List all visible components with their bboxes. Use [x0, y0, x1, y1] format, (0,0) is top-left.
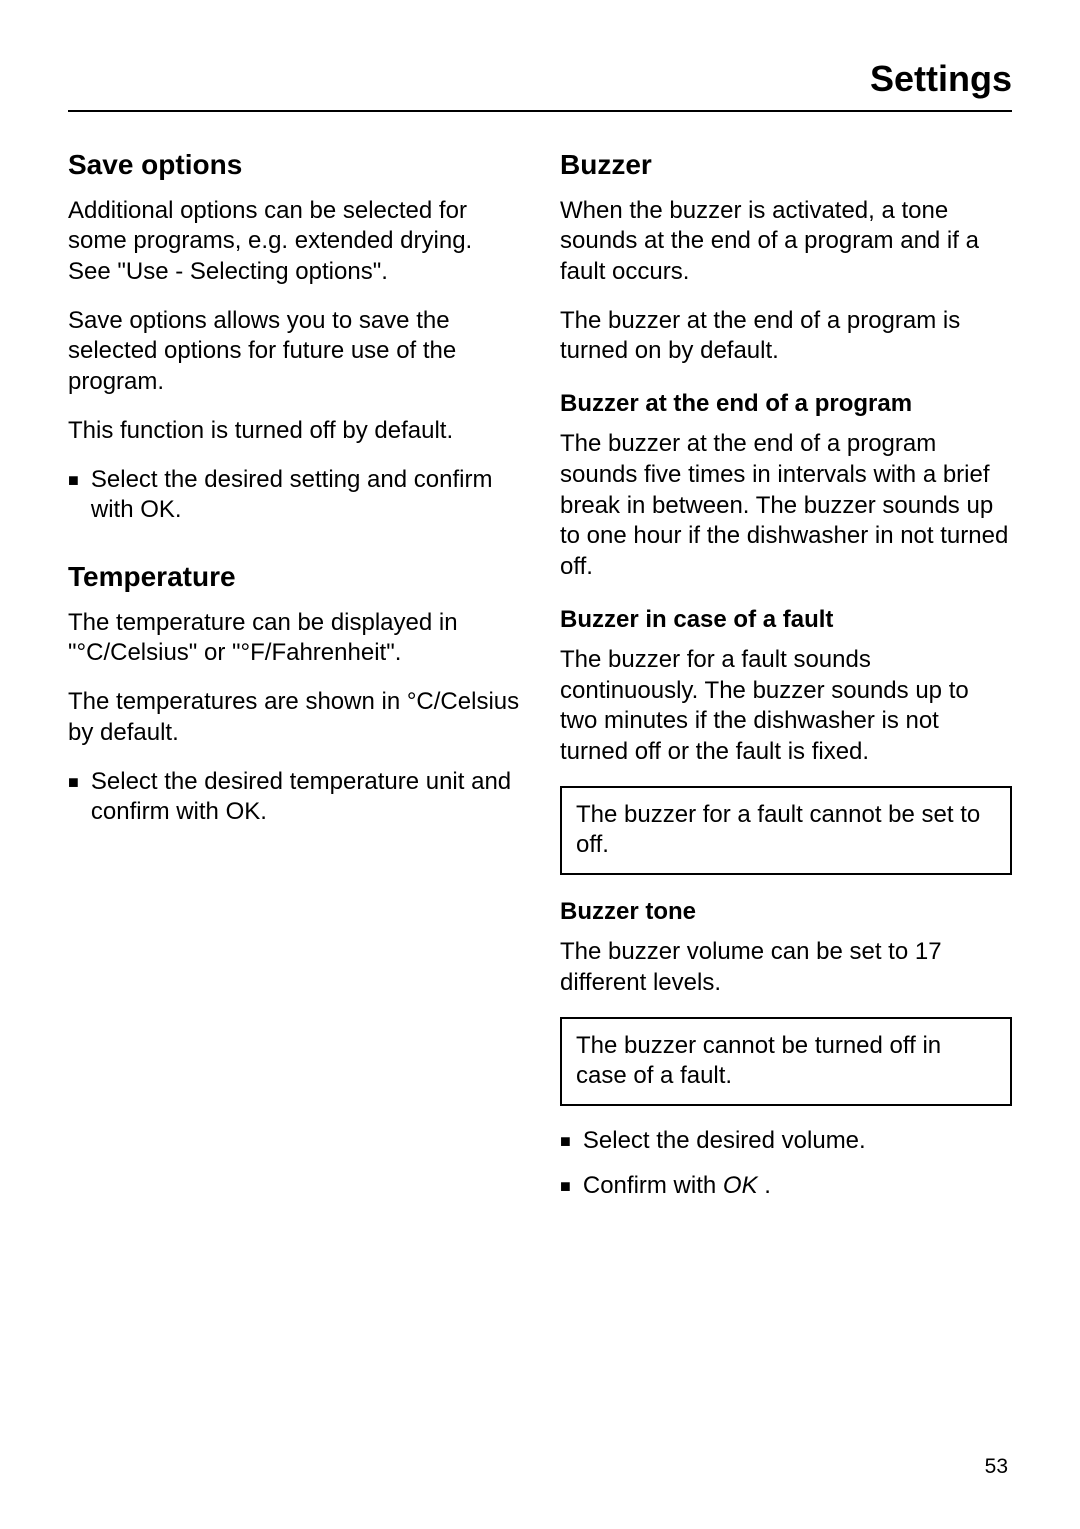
- body-text: This function is turned off by default.: [68, 416, 520, 447]
- note-text: The buzzer for a fault cannot be set to …: [576, 800, 996, 861]
- body-text: The buzzer at the end of a program sound…: [560, 429, 1012, 583]
- body-text: The buzzer at the end of a program is tu…: [560, 306, 1012, 367]
- list-item-text: Select the desired setting and confirm w…: [91, 465, 520, 526]
- body-text: The temperature can be displayed in "°C/…: [68, 608, 520, 669]
- text-fragment: .: [758, 1172, 771, 1199]
- bullet-icon: ■: [560, 1171, 571, 1201]
- title-rule: [68, 110, 1012, 112]
- note-text: The buzzer cannot be turned off in case …: [576, 1031, 996, 1092]
- list-item: ■ Select the desired temperature unit an…: [68, 767, 520, 828]
- section-temperature: Temperature The temperature can be displ…: [68, 560, 520, 828]
- list-item: ■ Select the desired volume.: [560, 1126, 1012, 1157]
- heading-buzzer: Buzzer: [560, 148, 1012, 182]
- section-save-options: Save options Additional options can be s…: [68, 148, 520, 526]
- list-item: ■ Confirm with OK .: [560, 1171, 1012, 1202]
- bullet-icon: ■: [68, 767, 79, 797]
- list-item-text: Confirm with OK .: [583, 1171, 1012, 1202]
- subheading-buzzer-fault: Buzzer in case of a fault: [560, 605, 1012, 635]
- page-title: Settings: [68, 58, 1012, 110]
- page-number: 53: [985, 1455, 1008, 1479]
- subheading-buzzer-end: Buzzer at the end of a program: [560, 389, 1012, 419]
- list-item-text: Select the desired volume.: [583, 1126, 1012, 1157]
- left-column: Save options Additional options can be s…: [68, 148, 520, 1215]
- text-fragment: Confirm with: [583, 1172, 723, 1199]
- list-item: ■ Select the desired setting and confirm…: [68, 465, 520, 526]
- right-column: Buzzer When the buzzer is activated, a t…: [560, 148, 1012, 1215]
- list-item-text: Select the desired temperature unit and …: [91, 767, 520, 828]
- heading-save-options: Save options: [68, 148, 520, 182]
- body-text: When the buzzer is activated, a tone sou…: [560, 196, 1012, 288]
- bullet-icon: ■: [560, 1126, 571, 1156]
- body-text: The buzzer volume can be set to 17 diffe…: [560, 937, 1012, 998]
- note-box: The buzzer cannot be turned off in case …: [560, 1017, 1012, 1106]
- subheading-buzzer-tone: Buzzer tone: [560, 897, 1012, 927]
- two-column-layout: Save options Additional options can be s…: [68, 148, 1012, 1215]
- body-text: The buzzer for a fault sounds continuous…: [560, 645, 1012, 768]
- bullet-icon: ■: [68, 465, 79, 495]
- ok-label: OK: [723, 1172, 758, 1199]
- note-box: The buzzer for a fault cannot be set to …: [560, 786, 1012, 875]
- section-buzzer: Buzzer When the buzzer is activated, a t…: [560, 148, 1012, 1201]
- body-text: Save options allows you to save the sele…: [68, 306, 520, 398]
- heading-temperature: Temperature: [68, 560, 520, 594]
- body-text: The temperatures are shown in °C/Celsius…: [68, 687, 520, 748]
- page-content: Settings Save options Additional options…: [68, 58, 1012, 1215]
- body-text: Additional options can be selected for s…: [68, 196, 520, 288]
